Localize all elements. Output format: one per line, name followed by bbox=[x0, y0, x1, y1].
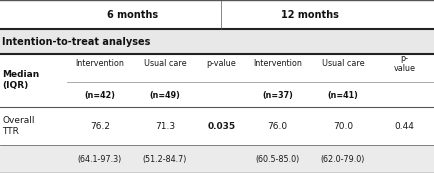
Text: (n=41): (n=41) bbox=[327, 91, 358, 100]
Text: Intervention: Intervention bbox=[253, 59, 302, 68]
Text: (62.0-79.0): (62.0-79.0) bbox=[321, 155, 365, 164]
Text: 12 months: 12 months bbox=[281, 10, 339, 20]
Text: (n=42): (n=42) bbox=[84, 91, 115, 100]
Bar bbox=[0, 29, 434, 54]
Text: 71.3: 71.3 bbox=[155, 122, 175, 131]
Text: 6 months: 6 months bbox=[107, 10, 158, 20]
Text: (n=37): (n=37) bbox=[262, 91, 293, 100]
Text: 0.035: 0.035 bbox=[207, 122, 235, 131]
Text: Usual care: Usual care bbox=[144, 59, 186, 68]
Text: (51.2-84.7): (51.2-84.7) bbox=[143, 155, 187, 164]
Text: 76.0: 76.0 bbox=[268, 122, 288, 131]
Text: 0.44: 0.44 bbox=[395, 122, 414, 131]
Bar bbox=[0, 107, 434, 145]
Text: p-value: p-value bbox=[207, 59, 236, 68]
Text: Overall
TTR: Overall TTR bbox=[2, 116, 35, 136]
Bar bbox=[0, 0, 434, 29]
Text: Median
(IQR): Median (IQR) bbox=[2, 70, 39, 90]
Text: (60.5-85.0): (60.5-85.0) bbox=[256, 155, 300, 164]
Text: 70.0: 70.0 bbox=[333, 122, 353, 131]
Text: Usual care: Usual care bbox=[322, 59, 364, 68]
Text: Intention-to-treat analyses: Intention-to-treat analyses bbox=[2, 37, 151, 47]
Text: 76.2: 76.2 bbox=[90, 122, 110, 131]
Text: p-
value: p- value bbox=[394, 54, 416, 73]
Text: (64.1-97.3): (64.1-97.3) bbox=[78, 155, 122, 164]
Text: (n=49): (n=49) bbox=[149, 91, 181, 100]
Bar bbox=[0, 145, 434, 173]
Text: Intervention: Intervention bbox=[76, 59, 124, 68]
Bar bbox=[0, 54, 434, 107]
